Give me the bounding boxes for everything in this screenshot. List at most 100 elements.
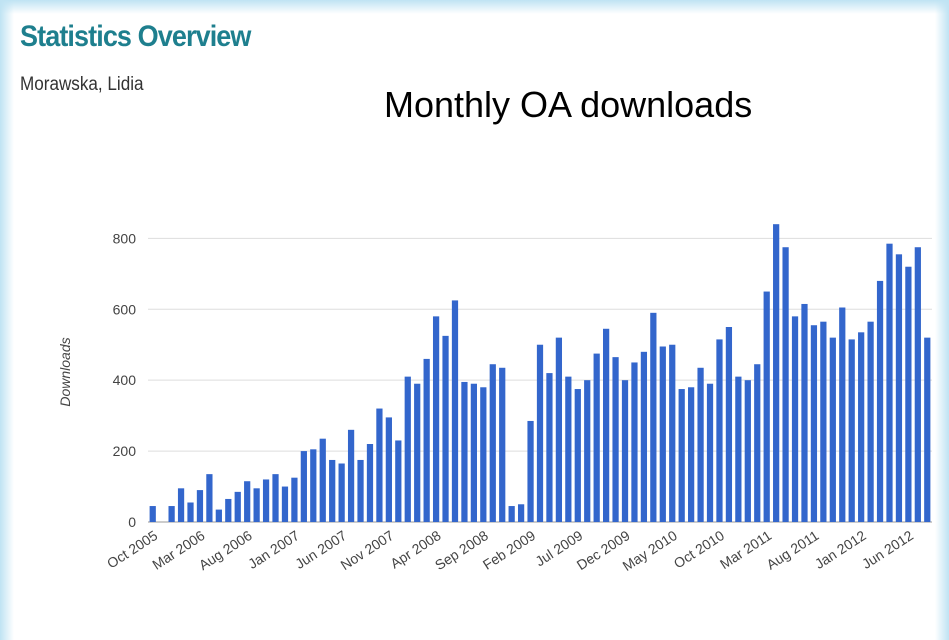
bar <box>253 488 260 522</box>
bar <box>612 357 619 522</box>
bar <box>225 498 232 522</box>
bar <box>801 303 808 522</box>
bar <box>688 387 695 522</box>
bar <box>895 254 903 522</box>
x-tick-label: Mar 2011 <box>717 527 775 572</box>
x-tick-label: Jun 2012 <box>859 527 916 572</box>
y-tick-label: 600 <box>113 301 137 317</box>
bar <box>829 337 836 522</box>
bar <box>839 307 846 522</box>
x-tick-label: Aug 2011 <box>763 527 821 573</box>
bar <box>735 376 742 522</box>
bar <box>244 481 251 522</box>
bar <box>196 490 204 522</box>
x-tick-label: Oct 2010 <box>671 527 728 571</box>
bar <box>924 337 931 522</box>
bar <box>640 351 648 522</box>
bar <box>621 380 629 522</box>
x-tick-label: Sep 2008 <box>432 527 491 573</box>
bar <box>744 380 751 522</box>
bar <box>376 408 383 522</box>
bar <box>480 387 487 522</box>
bar <box>650 312 657 522</box>
bar <box>574 389 581 522</box>
bar <box>300 451 307 522</box>
bar <box>593 353 600 522</box>
bar <box>310 449 317 522</box>
bar <box>215 509 222 522</box>
x-tick-label: Aug 2006 <box>196 527 255 573</box>
bar <box>319 438 326 522</box>
author-name: Morawska, Lidia <box>20 74 144 95</box>
bar <box>716 339 723 522</box>
bar <box>555 337 563 522</box>
x-tick-label: Jan 2012 <box>812 527 869 572</box>
bar <box>177 488 185 522</box>
x-tick-label: Nov 2007 <box>338 527 397 573</box>
bar <box>281 486 289 522</box>
bar <box>338 463 345 522</box>
bar <box>669 344 676 522</box>
bar <box>905 266 912 522</box>
bar <box>262 479 270 522</box>
bar <box>357 459 364 522</box>
x-tick-label: Feb 2009 <box>480 527 539 573</box>
bar <box>395 440 402 522</box>
bar <box>187 502 194 522</box>
bar <box>886 243 893 522</box>
bar <box>820 321 827 522</box>
bar <box>706 383 714 522</box>
bar <box>347 429 355 522</box>
y-tick-label: 0 <box>128 514 136 530</box>
bar <box>527 420 534 522</box>
bar <box>782 247 789 522</box>
y-tick-label: 800 <box>113 230 137 246</box>
bar <box>470 383 477 522</box>
bar <box>451 300 459 522</box>
bar <box>508 506 515 522</box>
bar <box>206 474 213 522</box>
bar <box>914 247 921 522</box>
bar <box>763 291 770 522</box>
bar <box>366 444 374 522</box>
bar <box>423 358 430 522</box>
bar <box>725 327 733 522</box>
bar <box>517 504 525 522</box>
bar <box>678 389 685 522</box>
x-tick-label: Jan 2007 <box>245 527 302 572</box>
bar <box>432 316 440 522</box>
y-tick-label: 200 <box>113 443 137 459</box>
bar <box>414 383 421 522</box>
bar <box>329 459 336 522</box>
bar <box>659 346 666 522</box>
bar <box>546 373 553 522</box>
bar <box>848 339 855 522</box>
bar <box>603 328 610 522</box>
bar <box>791 316 799 522</box>
bar <box>773 224 780 522</box>
bar <box>461 381 468 522</box>
bar <box>584 380 591 522</box>
bar <box>489 364 496 522</box>
bar <box>272 474 279 522</box>
bar <box>442 335 449 522</box>
bar <box>385 417 392 522</box>
bar <box>631 362 638 522</box>
bar <box>565 376 572 522</box>
bar <box>867 321 874 522</box>
y-axis-title: Downloads <box>57 337 73 406</box>
bar <box>149 506 156 522</box>
bar <box>754 364 761 522</box>
bar <box>168 506 175 522</box>
y-tick-label: 400 <box>113 372 137 388</box>
x-tick-label: May 2010 <box>620 527 680 574</box>
bar <box>810 325 818 522</box>
bar <box>291 477 298 522</box>
bar <box>499 367 506 522</box>
chart-title: Monthly OA downloads <box>384 84 753 125</box>
bar <box>858 332 865 522</box>
bar <box>234 491 241 522</box>
bar <box>876 280 884 522</box>
